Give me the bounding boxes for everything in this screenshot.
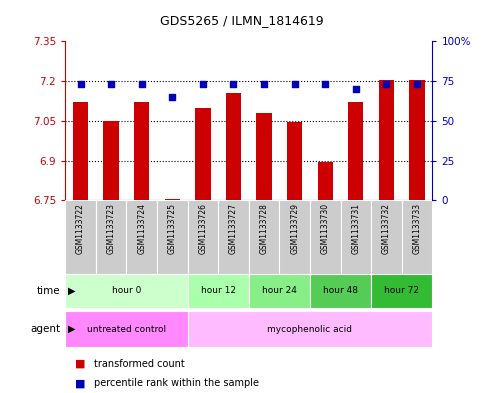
Text: ▶: ▶ (68, 286, 75, 296)
Bar (65, 274, 187, 308)
Point (260, 81, 268, 87)
Bar (226, 93, 241, 200)
Text: GSM1133727: GSM1133727 (229, 203, 238, 253)
Text: GDS5265 / ILMN_1814619: GDS5265 / ILMN_1814619 (160, 14, 323, 27)
Text: percentile rank within the sample: percentile rank within the sample (94, 378, 259, 388)
Text: GSM1133732: GSM1133732 (382, 203, 391, 253)
Bar (410, 80, 425, 200)
Text: GSM1133724: GSM1133724 (137, 203, 146, 253)
Text: ■: ■ (75, 378, 85, 388)
Text: agent: agent (30, 324, 60, 334)
Text: hour 48: hour 48 (323, 286, 358, 295)
Point (291, 81, 298, 87)
Point (413, 81, 421, 87)
Bar (287, 122, 302, 200)
Bar (187, 274, 249, 308)
Text: ▶: ▶ (68, 324, 75, 334)
Text: GSM1133731: GSM1133731 (351, 203, 360, 253)
Text: ■: ■ (75, 358, 85, 369)
Bar (371, 200, 402, 275)
Bar (371, 274, 432, 308)
Bar (318, 162, 333, 200)
Text: time: time (37, 286, 60, 296)
Point (77, 81, 85, 87)
Bar (195, 108, 211, 200)
Text: GSM1133726: GSM1133726 (199, 203, 207, 253)
Bar (256, 113, 272, 200)
Bar (73, 102, 88, 200)
Text: GSM1133722: GSM1133722 (76, 203, 85, 253)
Text: GSM1133729: GSM1133729 (290, 203, 299, 253)
Bar (310, 200, 341, 275)
Bar (65, 200, 96, 275)
Text: transformed count: transformed count (94, 358, 185, 369)
Text: hour 0: hour 0 (112, 286, 141, 295)
Point (229, 81, 237, 87)
Point (352, 86, 360, 92)
Bar (218, 200, 249, 275)
Point (169, 94, 176, 100)
Bar (187, 311, 432, 347)
Bar (402, 200, 432, 275)
Bar (379, 80, 394, 200)
Point (107, 81, 115, 87)
Bar (310, 274, 371, 308)
Text: hour 24: hour 24 (262, 286, 297, 295)
Bar (249, 200, 279, 275)
Bar (341, 200, 371, 275)
Point (321, 81, 329, 87)
Text: untreated control: untreated control (87, 325, 166, 334)
Bar (249, 274, 310, 308)
Bar (165, 198, 180, 200)
Bar (96, 200, 127, 275)
Bar (157, 200, 187, 275)
Bar (103, 121, 119, 200)
Bar (134, 102, 149, 200)
Point (383, 81, 390, 87)
Text: GSM1133725: GSM1133725 (168, 203, 177, 253)
Text: mycophenolic acid: mycophenolic acid (268, 325, 353, 334)
Text: GSM1133733: GSM1133733 (412, 203, 422, 254)
Text: GSM1133728: GSM1133728 (259, 203, 269, 253)
Point (138, 81, 145, 87)
Text: GSM1133723: GSM1133723 (107, 203, 115, 253)
Bar (127, 200, 157, 275)
Bar (279, 200, 310, 275)
Point (199, 81, 207, 87)
Text: hour 12: hour 12 (200, 286, 236, 295)
Bar (348, 102, 364, 200)
Text: hour 72: hour 72 (384, 286, 419, 295)
Bar (187, 200, 218, 275)
Text: GSM1133730: GSM1133730 (321, 203, 330, 254)
Bar (65, 311, 187, 347)
